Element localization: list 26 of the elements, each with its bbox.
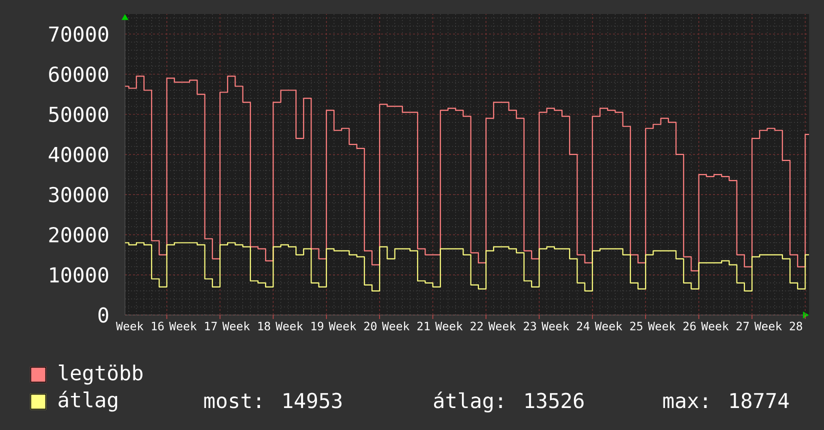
x-tick-label: Week 17 <box>169 322 217 330</box>
x-tick-label: Week 28 <box>754 322 802 330</box>
x-tick-label: Week 18 <box>222 322 270 330</box>
y-tick-label: 20000 <box>49 226 108 242</box>
y-tick-label: 50000 <box>49 106 108 122</box>
x-tick-label: Week 19 <box>276 322 324 330</box>
x-tick-label: Week 21 <box>382 322 430 330</box>
x-tick-label: Week 24 <box>542 322 590 330</box>
text: átlag: 13526 <box>434 392 584 412</box>
x-tick-label: Week 27 <box>701 322 749 330</box>
text: max: 18774 <box>663 392 789 408</box>
y-tick-label: 30000 <box>49 186 108 202</box>
y-tick-label: 10000 <box>50 267 108 283</box>
x-tick-label: Week 23 <box>488 322 536 330</box>
legend-label: legtöbb <box>58 364 142 385</box>
x-tick-label: Week 20 <box>328 322 376 330</box>
y-tick-label: 70000 <box>49 26 108 42</box>
y-tick-label: 60000 <box>49 66 108 82</box>
text: most: 14953 <box>204 392 342 408</box>
x-tick-label: Week 16 <box>116 322 164 330</box>
x-tick-label: Week 26 <box>648 322 696 330</box>
x-tick-label: Week 25 <box>594 322 642 330</box>
y-tick-label: 40000 <box>48 146 108 162</box>
legend-label: átlag <box>58 390 118 412</box>
x-tick-label: Week 22 <box>435 322 483 330</box>
y-tick-label: 0 <box>98 307 108 323</box>
